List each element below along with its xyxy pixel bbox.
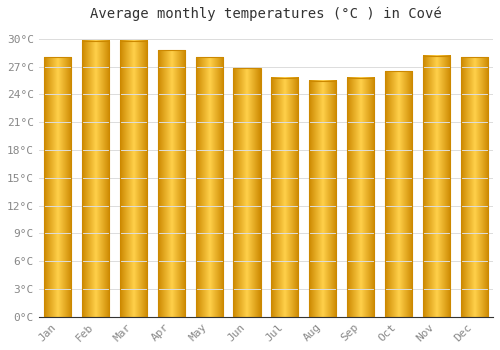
Bar	[158, 50, 185, 317]
Bar	[44, 57, 72, 317]
Bar	[120, 41, 147, 317]
Bar	[460, 57, 488, 317]
Title: Average monthly temperatures (°C ) in Cové: Average monthly temperatures (°C ) in Co…	[90, 7, 442, 21]
Bar	[196, 57, 223, 317]
Bar	[309, 80, 336, 317]
Bar	[347, 78, 374, 317]
Bar	[234, 69, 260, 317]
Bar	[422, 56, 450, 317]
Bar	[385, 71, 412, 317]
Bar	[271, 78, 298, 317]
Bar	[82, 41, 109, 317]
